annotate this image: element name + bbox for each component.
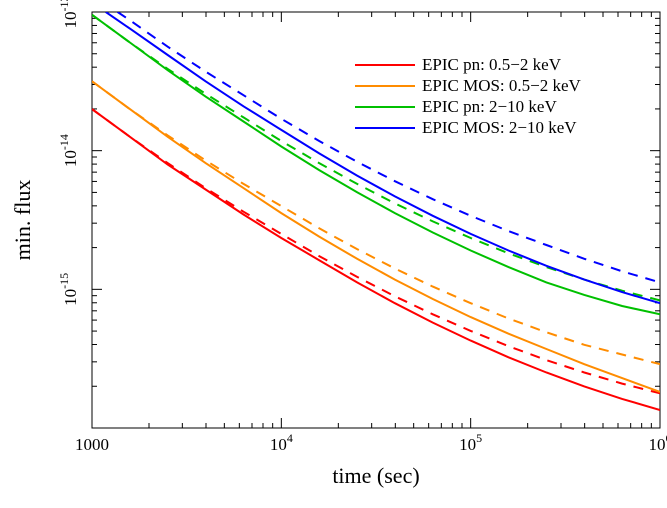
legend-label: EPIC pn: 2−10 keV: [422, 97, 557, 116]
series-mos-2-10-solid: [106, 12, 660, 303]
x-tick-label: 105: [459, 431, 482, 454]
y-axis-label: min. flux: [10, 180, 35, 261]
series-pn-0.5-2-dash: [92, 109, 660, 393]
legend-label: EPIC pn: 0.5−2 keV: [422, 55, 562, 74]
plot-frame: [92, 12, 660, 428]
x-tick-label: 106: [649, 431, 667, 454]
x-tick-label: 1000: [75, 435, 109, 454]
y-tick-label: 10-14: [57, 134, 80, 167]
series-pn-0.5-2-solid: [92, 109, 660, 410]
legend-label: EPIC MOS: 2−10 keV: [422, 118, 577, 137]
y-tick-label: 10-13: [57, 0, 80, 29]
y-tick-label: 10-15: [57, 273, 80, 306]
series-group: [92, 12, 660, 410]
series-mos-2-10-dash: [118, 12, 660, 282]
x-tick-label: 104: [270, 431, 293, 454]
sensitivity-chart: 1000 104 105 106 10-15 10-14 10-13 time (sec) mi…: [0, 0, 667, 508]
series-pn-2-10-dash: [92, 15, 660, 301]
legend-label: EPIC MOS: 0.5−2 keV: [422, 76, 582, 95]
x-axis-label: time (sec): [332, 463, 419, 488]
